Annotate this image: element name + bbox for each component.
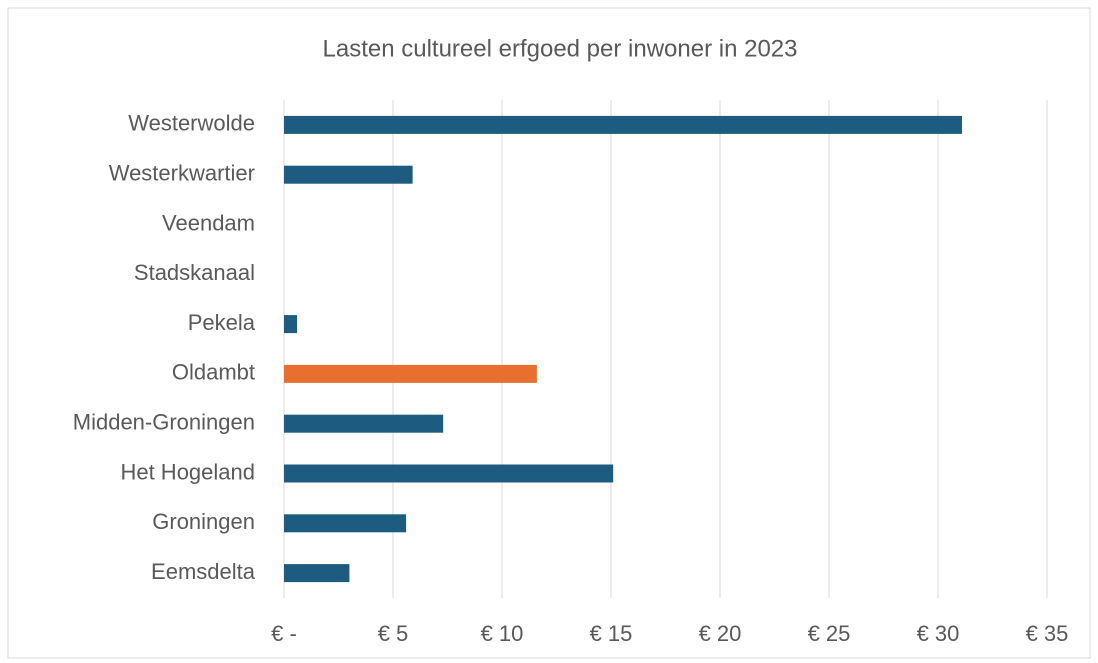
y-tick-label: Westerwolde bbox=[128, 111, 255, 136]
bar bbox=[284, 414, 444, 433]
x-tick-label: € 35 bbox=[1026, 621, 1069, 646]
x-tick-label: € - bbox=[271, 621, 297, 646]
bar bbox=[284, 564, 350, 583]
x-tick-label: € 5 bbox=[378, 621, 409, 646]
bar bbox=[284, 514, 407, 533]
bar bbox=[284, 165, 413, 184]
x-tick-label: € 30 bbox=[917, 621, 960, 646]
y-tick-label: Oldambt bbox=[172, 360, 255, 385]
y-tick-label: Het Hogeland bbox=[120, 459, 255, 484]
y-tick-label: Pekela bbox=[188, 310, 256, 335]
chart-title: Lasten cultureel erfgoed per inwoner in … bbox=[323, 35, 798, 62]
bar bbox=[284, 464, 614, 483]
x-tick-label: € 25 bbox=[808, 621, 851, 646]
x-tick-label: € 15 bbox=[590, 621, 633, 646]
bar bbox=[284, 115, 962, 134]
y-tick-label: Westerkwartier bbox=[109, 161, 255, 186]
y-tick-label: Eemsdelta bbox=[151, 559, 256, 584]
y-tick-label: Veendam bbox=[162, 210, 255, 235]
y-tick-label: Midden-Groningen bbox=[73, 410, 255, 435]
y-tick-label: Stadskanaal bbox=[134, 260, 255, 285]
y-tick-label: Groningen bbox=[152, 509, 255, 534]
x-tick-label: € 20 bbox=[699, 621, 742, 646]
bar bbox=[284, 315, 298, 334]
bar bbox=[284, 364, 537, 383]
x-tick-label: € 10 bbox=[481, 621, 524, 646]
